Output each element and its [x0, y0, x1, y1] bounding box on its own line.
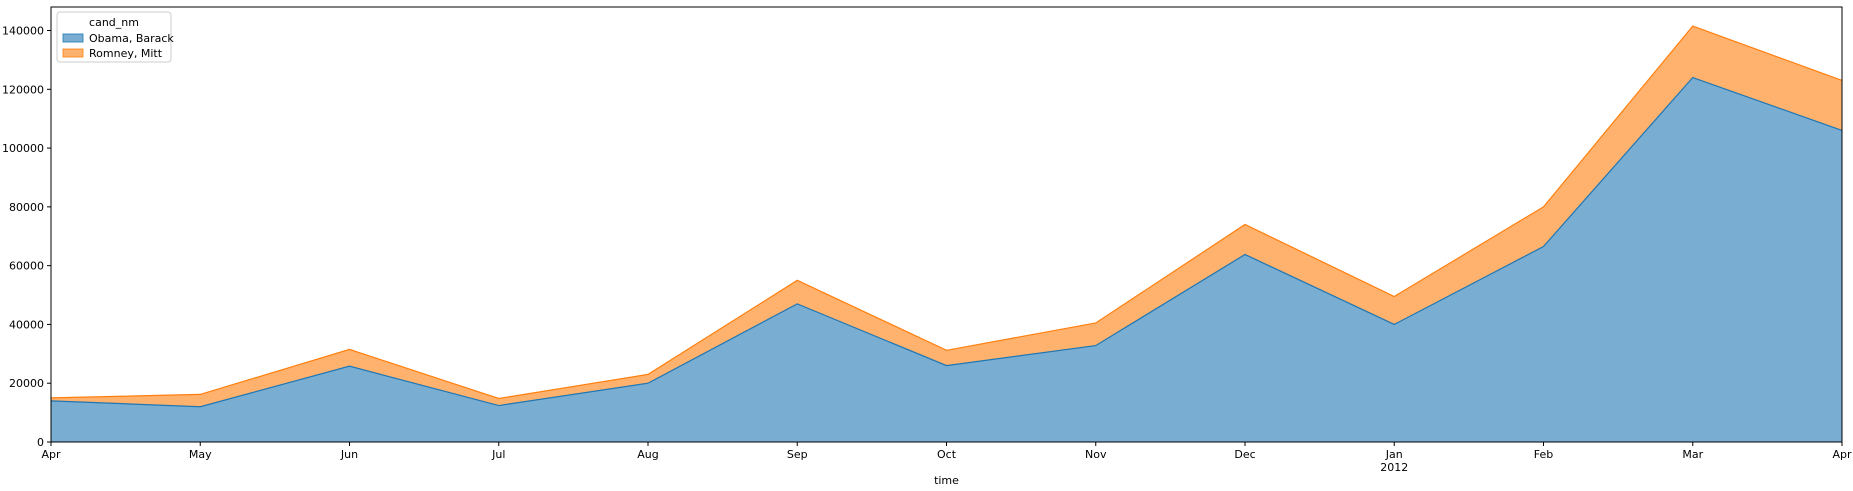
y-tick-label: 140000 [2, 25, 44, 38]
line-obama-barack [50, 76, 1843, 408]
y-tick-label: 80000 [9, 201, 44, 214]
series-lines [50, 25, 1843, 408]
y-tick-label: 20000 [9, 377, 44, 390]
x-tick-label: Jan [1385, 448, 1403, 461]
y-tick-label: 100000 [2, 142, 44, 155]
y-tick-label: 120000 [2, 83, 44, 96]
legend-entry-label: Romney, Mitt [89, 47, 163, 60]
area-romney-mitt [51, 26, 1842, 407]
x-tick-label: Dec [1234, 448, 1255, 461]
legend-title: cand_nm [89, 16, 139, 29]
x-axis-label: time [934, 474, 959, 487]
x-tick-sublabel: 2012 [1380, 461, 1408, 474]
line-romney-mitt [50, 25, 1843, 400]
x-tick-label: Mar [1682, 448, 1703, 461]
y-tick-label: 60000 [9, 260, 44, 273]
y-axis: 0 20000 40000 60000 80000 100000 120000 140000 [2, 25, 51, 449]
legend: cand_nm Obama, Barack Romney, Mitt [56, 11, 174, 63]
plot-areas [51, 26, 1842, 442]
legend-swatch [62, 48, 84, 58]
legend-entries: Obama, Barack Romney, Mitt [62, 32, 174, 60]
x-tick-label: May [189, 448, 212, 461]
x-tick-label: Apr [1832, 448, 1852, 461]
x-tick-label: Oct [937, 448, 957, 461]
x-tick-label: Jun [340, 448, 358, 461]
x-tick-label: Jul [491, 448, 505, 461]
x-tick-label: Feb [1534, 448, 1553, 461]
x-tick-label: Apr [41, 448, 61, 461]
y-tick-label: 40000 [9, 318, 44, 331]
area-obama-barack [51, 77, 1842, 442]
x-tick-label: Sep [787, 448, 808, 461]
legend-swatch [62, 33, 84, 43]
x-tick-label: Aug [637, 448, 658, 461]
y-tick-label: 0 [37, 436, 44, 449]
legend-box [56, 11, 172, 63]
legend-entry-label: Obama, Barack [89, 32, 174, 45]
x-tick-label: Nov [1085, 448, 1107, 461]
